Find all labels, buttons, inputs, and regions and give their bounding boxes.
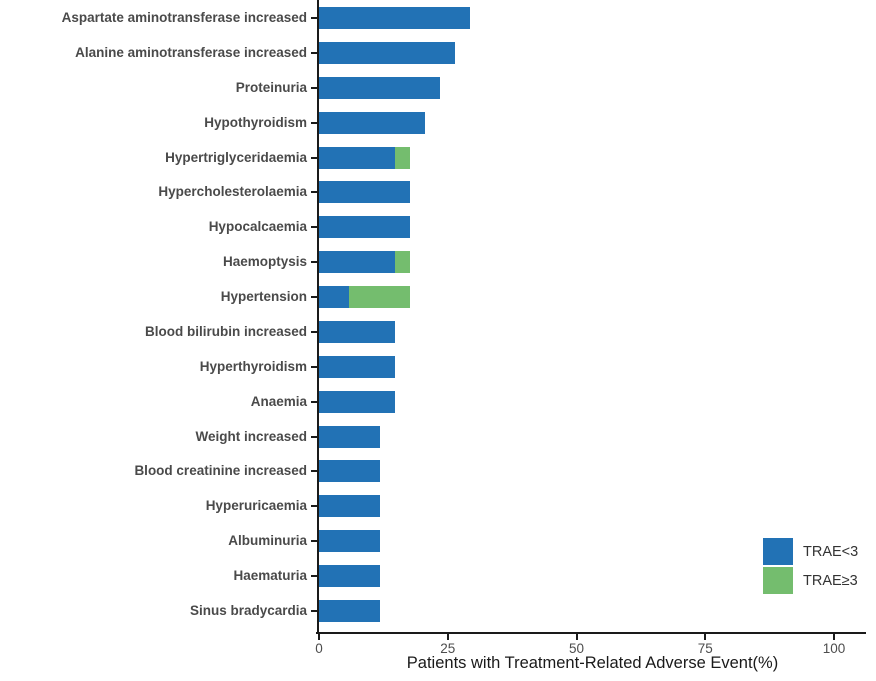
bar-segment-trae-lt3-hyperuricaemia	[319, 495, 380, 518]
category-label-haematuria: Haematuria	[233, 568, 307, 584]
y-tick	[311, 51, 317, 54]
x-tick-label-25: 25	[440, 641, 456, 656]
x-axis-line	[316, 632, 866, 634]
bar-segment-trae-lt3-haematuria	[319, 565, 380, 588]
category-label-blood-bilirubin-increased: Blood bilirubin increased	[144, 323, 307, 339]
x-tick-mark-100	[833, 634, 835, 640]
bar-segment-trae-lt3-hypertension	[319, 286, 350, 309]
category-label-weight-increased: Weight increased	[195, 428, 307, 444]
x-tick-label-0: 0	[315, 641, 323, 656]
y-tick	[311, 17, 317, 19]
bar-segment-trae-lt3-hypocalcaemia	[319, 216, 410, 239]
bar-segment-trae-lt3-anaemia	[319, 390, 395, 413]
category-label-anaemia: Anaemia	[250, 393, 307, 409]
bar-segment-trae-lt3-sinus-bradycardia	[319, 599, 380, 622]
x-tick-label-100: 100	[822, 641, 846, 656]
y-tick	[311, 191, 317, 194]
bar-segment-trae-ge3-hypertension	[349, 286, 411, 309]
x-tick-label-75: 75	[697, 641, 713, 656]
y-tick	[311, 121, 317, 124]
category-label-hypertriglyceridaemia: Hypertriglyceridaemia	[165, 149, 307, 165]
y-tick	[311, 296, 317, 299]
y-tick	[311, 609, 317, 612]
y-tick	[311, 400, 317, 403]
y-tick	[311, 470, 317, 473]
category-label-hyperuricaemia: Hyperuricaemia	[205, 498, 307, 514]
y-axis-line	[317, 0, 319, 634]
bar-segment-trae-lt3-hypothyroidism	[319, 111, 426, 134]
category-label-hypothyroidism: Hypothyroidism	[204, 114, 307, 130]
bar-segment-trae-lt3-blood-creatinine-increased	[319, 460, 380, 483]
category-label-hyperthyroidism: Hyperthyroidism	[199, 358, 307, 374]
bar-segment-trae-lt3-weight-increased	[319, 425, 380, 448]
bar-segment-trae-lt3-blood-bilirubin-increased	[319, 320, 395, 343]
x-tick-mark-50	[575, 634, 578, 640]
category-label-sinus-bradycardia: Sinus bradycardia	[189, 602, 307, 618]
bar-segment-trae-lt3-albuminuria	[319, 530, 380, 553]
legend-label-trae-lt3: TRAE<3	[803, 544, 859, 560]
bar-segment-trae-lt3-hyperthyroidism	[319, 355, 395, 378]
bar-segment-trae-lt3-proteinuria	[319, 76, 441, 99]
y-tick	[311, 575, 317, 578]
category-label-alanine-aminotransferase-increased: Alanine aminotransferase increased	[75, 44, 307, 60]
bar-segment-trae-lt3-haemoptysis	[319, 251, 395, 274]
category-label-proteinuria: Proteinuria	[235, 79, 307, 95]
x-tick-mark-75	[704, 634, 707, 640]
x-tick-label-50: 50	[568, 641, 585, 656]
x-tick-mark-25	[446, 634, 449, 640]
bar-segment-trae-lt3-alanine-aminotransferase-increased	[319, 41, 456, 64]
category-label-haemoptysis: Haemoptysis	[222, 254, 307, 270]
x-axis-title: Patients with Treatment-Related Adverse …	[406, 654, 779, 672]
bar-segment-trae-lt3-hypercholesterolaemia	[319, 181, 410, 204]
bar-segment-trae-lt3-aspartate-aminotransferase-increased	[319, 7, 471, 29]
y-tick	[311, 261, 317, 264]
category-label-albuminuria: Albuminuria	[228, 533, 307, 549]
category-label-blood-creatinine-increased: Blood creatinine increased	[134, 463, 307, 479]
y-tick	[311, 540, 317, 543]
category-label-hypertension: Hypertension	[220, 289, 307, 305]
legend-swatch-trae-ge3	[763, 567, 793, 594]
category-label-aspartate-aminotransferase-increased: Aspartate aminotransferase increased	[61, 10, 307, 25]
y-tick	[311, 435, 317, 438]
y-tick	[311, 156, 317, 159]
category-label-hypocalcaemia: Hypocalcaemia	[208, 219, 307, 235]
legend-label-trae-ge3: TRAE≥3	[803, 573, 858, 589]
bar-segment-trae-ge3-haemoptysis	[394, 251, 410, 274]
x-tick-mark-0	[318, 634, 320, 640]
y-tick	[311, 365, 317, 368]
y-tick	[311, 330, 317, 333]
category-label-hypercholesterolaemia: Hypercholesterolaemia	[158, 184, 307, 200]
y-tick	[311, 86, 317, 89]
y-tick	[311, 226, 317, 229]
bar-segment-trae-ge3-hypertriglyceridaemia	[394, 146, 410, 169]
bar-segment-trae-lt3-hypertriglyceridaemia	[319, 146, 395, 169]
y-tick	[311, 505, 317, 508]
legend-swatch-trae-lt3	[763, 538, 793, 565]
